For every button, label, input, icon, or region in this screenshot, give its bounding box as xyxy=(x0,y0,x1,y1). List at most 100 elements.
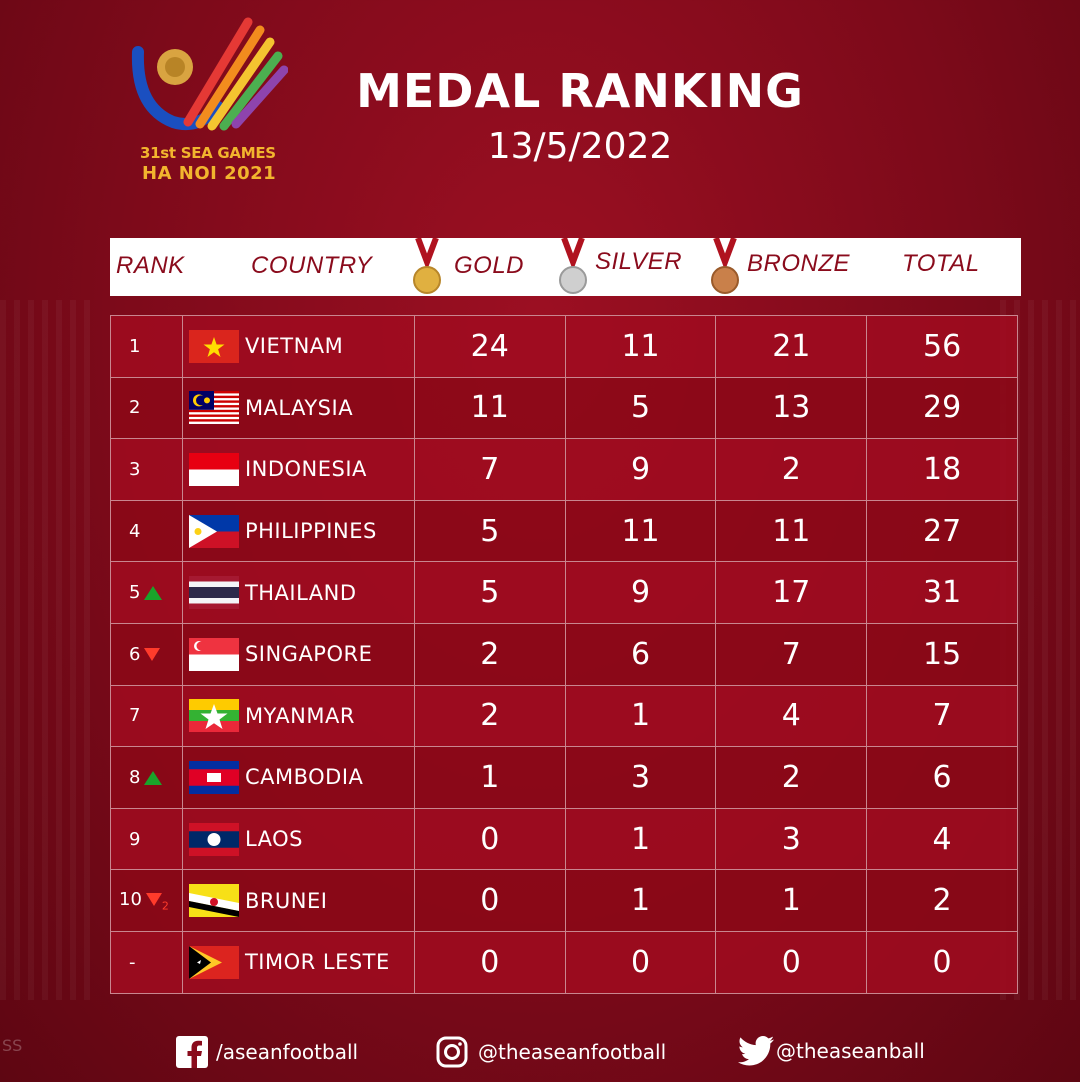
country-name: INDONESIA xyxy=(244,457,367,482)
twitter-handle: @theaseanball xyxy=(776,1039,925,1063)
instagram-link[interactable]: @theaseanfootball xyxy=(436,1036,666,1068)
total-cell: 6 xyxy=(866,746,1018,809)
total-cell: 18 xyxy=(866,438,1018,501)
flag-cambodia-icon xyxy=(188,760,239,794)
bronze-medal-icon xyxy=(711,238,739,294)
medal-table: 1 VIETNAM 24 11 21 56 2 MALAYSIA 11 5 13… xyxy=(110,315,1018,994)
silver-medal-icon xyxy=(559,238,587,294)
silver-cell: 5 xyxy=(564,376,717,440)
flag-thailand-icon xyxy=(188,576,239,610)
sea-games-logo xyxy=(131,17,288,131)
flag-laos-icon xyxy=(188,822,239,856)
gold-cell: 5 xyxy=(413,561,566,624)
rank-down-icon xyxy=(145,893,162,907)
silver-cell: 11 xyxy=(564,315,717,378)
country-name: TIMOR LESTE xyxy=(244,950,390,975)
twitter-icon xyxy=(738,1036,774,1066)
rank-change-value: 2 xyxy=(161,899,169,913)
total-cell: 15 xyxy=(866,622,1018,686)
facebook-icon xyxy=(176,1036,208,1068)
gold-cell: 5 xyxy=(413,499,566,563)
gold-cell: 0 xyxy=(413,807,566,871)
gold-cell: 2 xyxy=(413,622,566,686)
rank-cell: 9 xyxy=(110,807,183,871)
watermark: SS xyxy=(2,1036,23,1055)
flag-indonesia-icon xyxy=(188,452,239,486)
rank-cell: 3 xyxy=(110,438,183,501)
table-header: RANK COUNTRY GOLD SILVER BRONZE TOTAL xyxy=(110,238,1021,296)
table-row: 3 INDONESIA 7 9 2 18 xyxy=(110,438,1018,501)
facebook-link[interactable]: /aseanfootball xyxy=(176,1036,358,1068)
bronze-cell: 3 xyxy=(715,807,868,871)
logo-line1: 31st SEA GAMES xyxy=(140,144,276,162)
header-bronze: BRONZE xyxy=(747,250,851,277)
table-row: 7 MYANMAR 2 1 4 7 xyxy=(110,684,1018,748)
country-name: LAOS xyxy=(244,827,303,852)
table-row: - TIMOR LESTE 0 0 0 0 xyxy=(110,930,1018,994)
silver-cell: 0 xyxy=(564,930,717,994)
silver-cell: 9 xyxy=(564,438,717,501)
rank-cell: 1 xyxy=(110,315,183,378)
bronze-cell: 17 xyxy=(715,561,868,624)
silver-cell: 9 xyxy=(564,561,717,624)
page-title: MEDAL RANKING xyxy=(356,64,804,118)
twitter-link[interactable]: @theaseanball xyxy=(738,1036,925,1066)
page-date: 13/5/2022 xyxy=(487,126,673,167)
table-row: 4 PHILIPPINES 5 11 11 27 xyxy=(110,499,1018,563)
rank-cell: 5 xyxy=(110,561,183,624)
instagram-icon xyxy=(436,1036,468,1068)
total-cell: 27 xyxy=(866,499,1018,563)
rank-cell: 8 xyxy=(110,746,183,809)
header-rank: RANK xyxy=(116,252,185,279)
gold-cell: 11 xyxy=(413,376,566,440)
flag-brunei-icon xyxy=(188,884,239,918)
gold-cell: 2 xyxy=(413,684,566,748)
silver-cell: 6 xyxy=(564,622,717,686)
total-cell: 7 xyxy=(866,684,1018,748)
gold-cell: 0 xyxy=(413,869,566,932)
total-cell: 56 xyxy=(866,315,1018,378)
bronze-cell: 1 xyxy=(715,869,868,932)
country-name: BRUNEI xyxy=(244,888,328,913)
instagram-handle: @theaseanfootball xyxy=(478,1040,667,1064)
facebook-handle: /aseanfootball xyxy=(216,1040,359,1064)
bronze-cell: 2 xyxy=(715,438,868,501)
rank-down-icon xyxy=(144,648,161,662)
header-country: COUNTRY xyxy=(251,252,373,279)
table-row: 1 VIETNAM 24 11 21 56 xyxy=(110,315,1018,378)
country-name: PHILIPPINES xyxy=(244,519,377,544)
gold-cell: 24 xyxy=(413,315,566,378)
rank-cell: 6 xyxy=(110,622,183,686)
gold-cell: 1 xyxy=(413,746,566,809)
total-cell: 0 xyxy=(866,930,1018,994)
flag-malaysia-icon xyxy=(188,391,239,425)
bronze-cell: 7 xyxy=(715,622,868,686)
total-cell: 29 xyxy=(866,376,1018,440)
silver-cell: 3 xyxy=(564,746,717,809)
bronze-cell: 13 xyxy=(715,376,868,440)
flag-vietnam-icon xyxy=(188,329,239,363)
bronze-cell: 2 xyxy=(715,746,868,809)
table-row: 6 SINGAPORE 2 6 7 15 xyxy=(110,622,1018,686)
header-gold: GOLD xyxy=(454,252,525,279)
gold-medal-icon xyxy=(413,238,441,294)
table-row: 10 2 BRUNEI 0 1 1 2 xyxy=(110,869,1018,932)
silver-cell: 11 xyxy=(564,499,717,563)
silver-cell: 1 xyxy=(564,807,717,871)
flag-singapore-icon xyxy=(188,637,239,671)
flag-philippines-icon xyxy=(188,514,239,548)
rank-cell: 10 2 xyxy=(110,869,183,932)
total-cell: 4 xyxy=(866,807,1018,871)
bronze-cell: 0 xyxy=(715,930,868,994)
header-total: TOTAL xyxy=(902,250,980,277)
country-name: SINGAPORE xyxy=(244,642,373,667)
rank-up-icon xyxy=(144,586,163,601)
background-stadium-left xyxy=(0,300,90,1000)
bronze-cell: 21 xyxy=(715,315,868,378)
gold-cell: 7 xyxy=(413,438,566,501)
header-silver: SILVER xyxy=(595,248,683,275)
gold-cell: 0 xyxy=(413,930,566,994)
logo-line2: HA NOI 2021 xyxy=(142,163,277,184)
flag-myanmar-icon xyxy=(188,699,239,733)
rank-up-icon xyxy=(144,770,163,785)
